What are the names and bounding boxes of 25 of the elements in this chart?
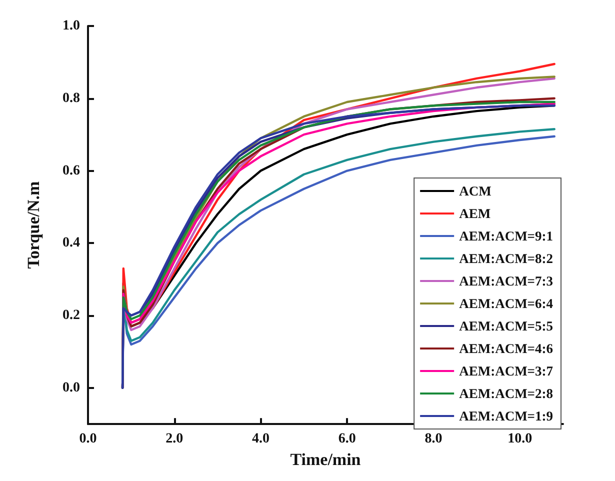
legend-label: AEM:ACM=4:6	[459, 341, 554, 356]
x-tick-label: 10.0	[508, 432, 532, 447]
y-tick-label: 0.6	[62, 163, 80, 178]
legend-label: AEM:ACM=8:2	[459, 251, 554, 266]
y-tick-label: 1.0	[62, 18, 80, 34]
legend-label: AEM:ACM=6:4	[459, 296, 554, 311]
x-tick-label: 8.0	[424, 432, 442, 447]
y-axis-title: Torque/N.m	[24, 181, 43, 269]
x-axis-title: Time/min	[290, 450, 362, 469]
x-tick-label: 2.0	[166, 432, 184, 447]
legend-label: AEM	[459, 206, 491, 221]
x-tick-label: 4.0	[252, 432, 270, 447]
legend-label: AEM:ACM=7:3	[459, 274, 554, 288]
x-tick-label: 0.0	[79, 432, 97, 447]
y-tick-label: 0.2	[62, 308, 80, 324]
y-tick-label: 0.4	[62, 236, 80, 251]
y-tick-label: 0.0	[62, 380, 80, 396]
legend-label: AEM:ACM=5:5	[459, 318, 554, 334]
legend-label: AEM:ACM=9:1	[459, 228, 554, 244]
legend-label: AEM:ACM=3:7	[459, 364, 554, 378]
legend-label: ACM	[459, 184, 492, 198]
y-tick-label: 0.8	[62, 90, 80, 106]
legend-label: AEM:ACM=2:8	[459, 386, 554, 401]
x-tick-label: 6.0	[338, 432, 356, 447]
legend-label: AEM:ACM=1:9	[459, 408, 554, 424]
